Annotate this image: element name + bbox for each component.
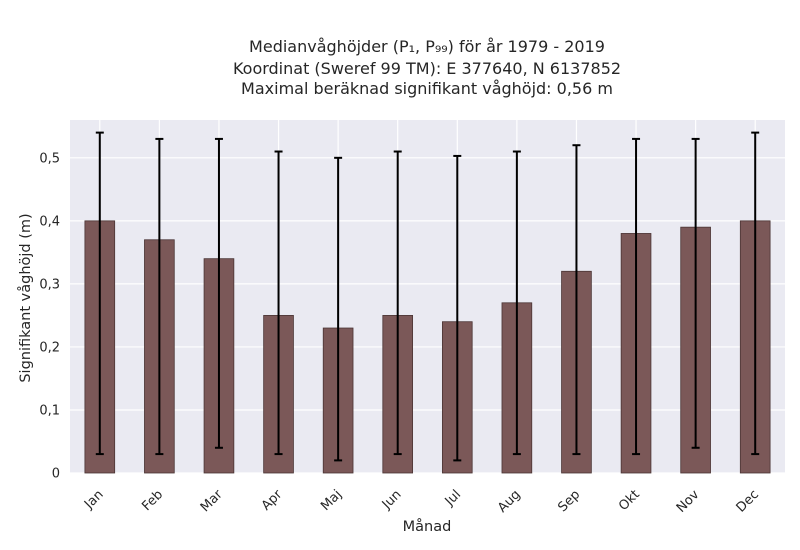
chart-title: Medianvåghöjder (P₁, P₉₉) för år 1979 - … (233, 37, 621, 98)
x-tick-label: Feb (139, 487, 166, 514)
x-tick-label: Jan (81, 487, 106, 512)
error-bar-apr (274, 150, 283, 456)
error-bar-jan (95, 131, 104, 456)
error-bar-mar (214, 137, 223, 449)
y-tick-label: 0,2 (39, 340, 60, 355)
title-line-3: Maximal beräknad signifikant våghöjd: 0,… (241, 79, 613, 98)
y-tick-label: 0,4 (39, 214, 60, 229)
error-bar-aug (512, 150, 521, 456)
x-tick-label: Okt (616, 487, 643, 514)
y-tick-label: 0,1 (39, 403, 60, 418)
x-tick-label: Aug (495, 487, 524, 516)
x-tick-label: Sep (555, 487, 583, 515)
error-bar-nov (691, 137, 700, 449)
x-tick-label: Maj (318, 487, 345, 514)
x-axis-ticks: Jan Feb Mar Apr Maj Jun Jul Aug Sep Okt Nov Dec (81, 487, 762, 516)
x-tick-label: Nov (674, 487, 703, 516)
error-bar-sep (572, 144, 581, 456)
y-axis-ticks: 0 0,1 0,2 0,3 0,4 0,5 (39, 151, 60, 481)
x-tick-label: Jun (379, 487, 405, 513)
y-tick-label: 0 (52, 467, 60, 482)
error-bar-dec (751, 131, 760, 456)
x-tick-label: Jul (442, 487, 464, 509)
error-bar-jul (453, 154, 462, 462)
error-bars (95, 131, 760, 462)
error-bar-maj (334, 156, 343, 462)
x-tick-label: Apr (259, 487, 286, 514)
x-tick-label: Dec (734, 487, 762, 515)
error-bar-feb (155, 137, 164, 456)
error-bar-jun (393, 150, 402, 456)
y-axis-label: Signifikant våghöjd (m) (17, 213, 34, 382)
x-tick-label: Mar (198, 487, 226, 515)
title-line-2: Koordinat (Sweref 99 TM): E 377640, N 61… (233, 59, 621, 78)
plot-area (70, 120, 785, 473)
y-tick-label: 0,5 (39, 151, 60, 166)
x-axis-label: Månad (403, 518, 452, 535)
error-bar-okt (632, 137, 641, 456)
y-tick-label: 0,3 (39, 277, 60, 292)
title-line-1: Medianvåghöjder (P₁, P₉₉) för år 1979 - … (249, 37, 605, 56)
